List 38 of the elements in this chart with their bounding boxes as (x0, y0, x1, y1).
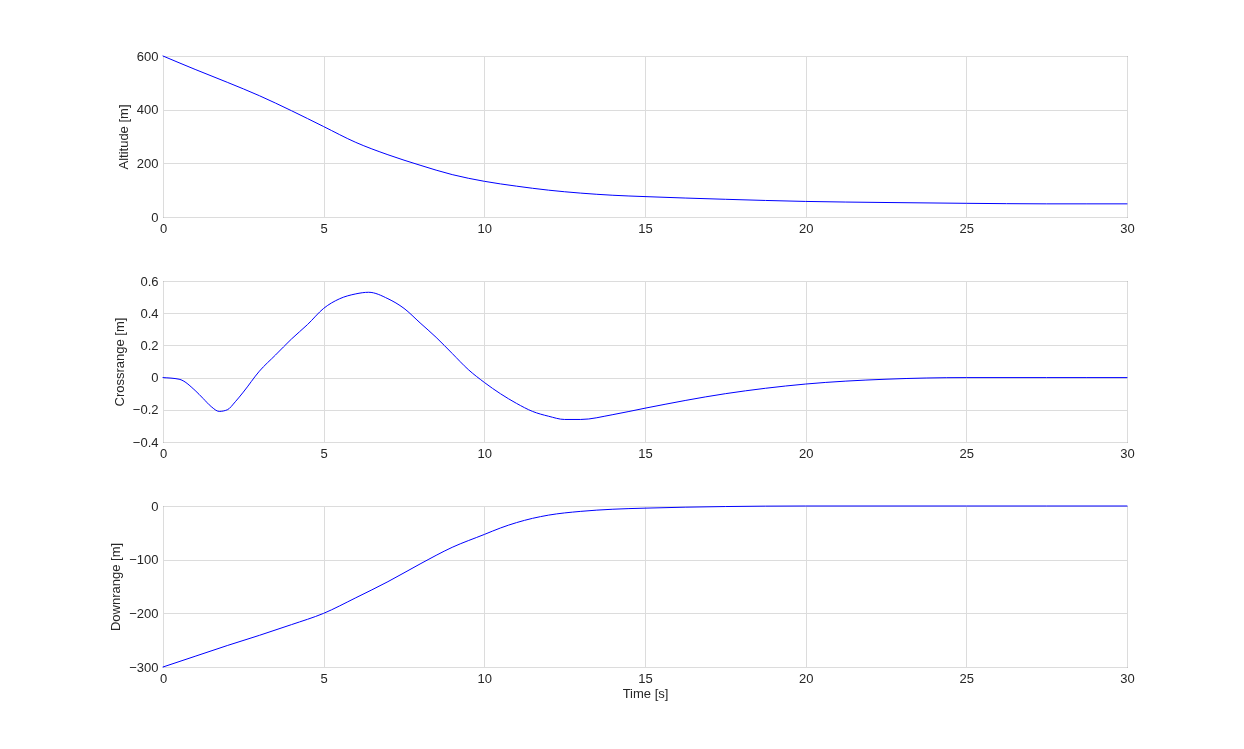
x-tick-label: 25 (959, 445, 975, 461)
y-tick-label: −200 (129, 605, 159, 621)
x-tick-label: 25 (959, 670, 975, 686)
x-tick-label: 25 (959, 220, 975, 236)
x-axis-title: Time [s] (622, 685, 669, 701)
line-series (162, 505, 1128, 668)
y-tick-label: 400 (136, 102, 159, 118)
x-tick-label: 20 (798, 445, 814, 461)
y-tick-label: 600 (136, 48, 159, 64)
y-tick-label: 0 (151, 370, 159, 386)
y-axis-title: Crossrange [m] (111, 317, 127, 407)
x-tick-label: 10 (477, 445, 493, 461)
x-tick-label: 30 (1120, 220, 1135, 236)
y-tick-label: −300 (129, 659, 159, 675)
x-tick-label: 20 (798, 670, 814, 686)
y-tick-label: −100 (129, 552, 159, 568)
x-tick-label: 5 (320, 445, 328, 461)
x-tick-label: 30 (1120, 445, 1135, 461)
y-tick-label: 0.2 (140, 337, 159, 353)
x-tick-label: 5 (320, 670, 328, 686)
x-tick-label: 15 (638, 220, 653, 236)
x-tick-label: 15 (638, 670, 653, 686)
x-tick-label: 5 (320, 220, 328, 236)
y-tick-label: 200 (136, 155, 159, 171)
x-tick-label: 30 (1120, 670, 1135, 686)
y-axis-title: Downrange [m] (108, 542, 124, 632)
y-tick-label: −0.4 (132, 434, 159, 450)
y-axis-title: Altitude [m] (115, 104, 131, 170)
y-tick-label: −0.2 (132, 402, 159, 418)
y-tick-label: 0.6 (140, 273, 159, 289)
x-tick-label: 20 (798, 220, 814, 236)
x-tick-label: 10 (477, 220, 493, 236)
x-tick-label: 15 (638, 445, 653, 461)
y-tick-label: 0 (151, 209, 159, 225)
line-series (162, 291, 1128, 420)
y-tick-label: 0.4 (140, 305, 159, 321)
y-tick-label: 0 (151, 498, 159, 514)
x-tick-label: 10 (477, 670, 493, 686)
